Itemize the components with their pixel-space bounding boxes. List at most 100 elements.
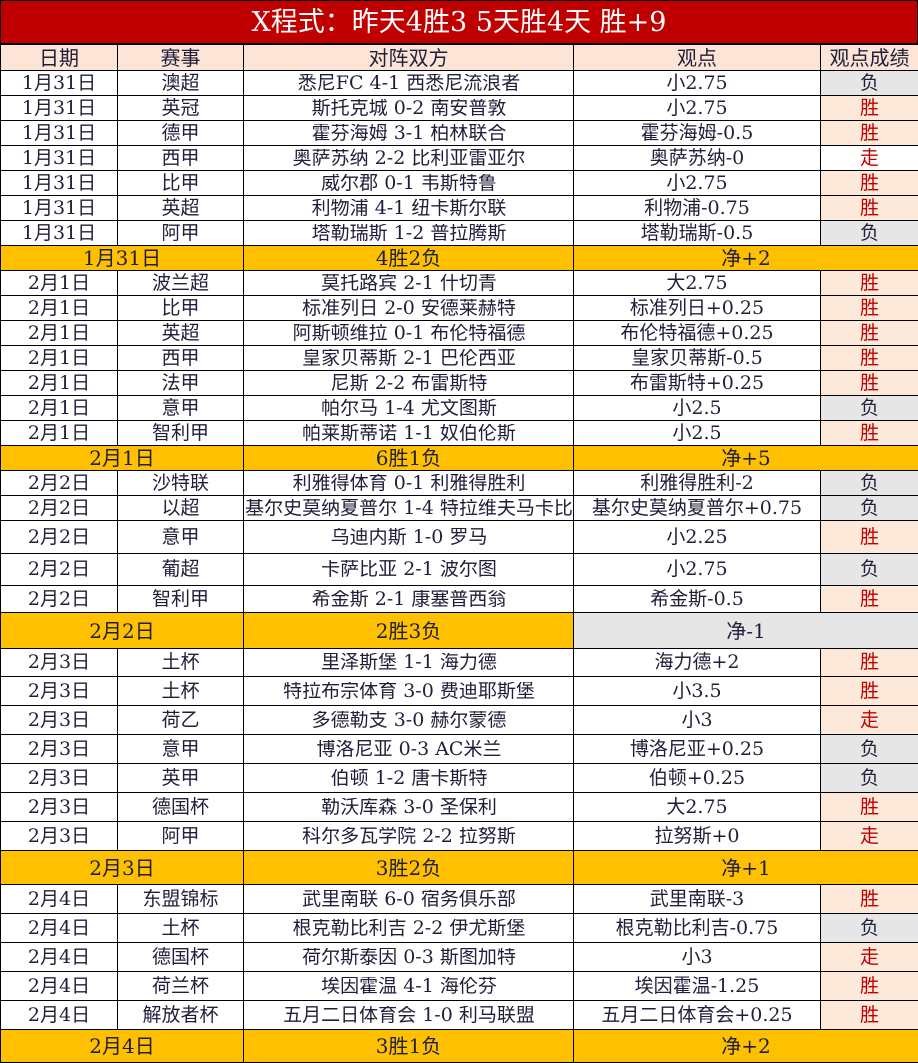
- cell-result: 胜: [821, 371, 918, 396]
- cell-result: 胜: [821, 346, 918, 371]
- cell-result: 负: [821, 764, 918, 793]
- cell-result: 负: [821, 471, 918, 496]
- cell-league: 意甲: [118, 521, 244, 554]
- cell-match: 奥萨苏纳 2-2 比利亚雷亚尔: [244, 146, 574, 171]
- match-text: 乌迪内斯 1-0 罗马: [331, 528, 488, 547]
- cell-pick: 布雷斯特+0.25: [574, 371, 821, 396]
- cell-league: 沙特联: [118, 471, 244, 496]
- cell-match: 荷尔斯泰因 0-3 斯图加特: [244, 943, 574, 972]
- cell-pick: 小3.5: [574, 677, 821, 706]
- cell-pick: 五月二日体育会+0.25: [574, 1001, 821, 1030]
- cell-match: 利雅得体育 0-1 利雅得胜利: [244, 471, 574, 496]
- cell-date: 2月2日: [1, 554, 118, 586]
- cell-match: 乌迪内斯 1-0 罗马: [244, 521, 574, 554]
- cell-league: 波兰超: [118, 271, 244, 296]
- cell-result: 走: [821, 706, 918, 735]
- cell-match: 利物浦 4-1 纽卡斯尔联: [244, 196, 574, 221]
- cell-pick: 奥萨苏纳-0: [574, 146, 821, 171]
- cell-pick: 小2.5: [574, 421, 821, 446]
- cell-league: 澳超: [118, 71, 244, 96]
- summary-record: 6胜1负: [244, 446, 574, 471]
- cell-league: 以超: [118, 496, 244, 521]
- cell-result: 胜: [821, 321, 918, 346]
- cell-result: 胜: [821, 521, 918, 554]
- match-text: 利雅得体育 0-1 利雅得胜利: [293, 474, 526, 493]
- cell-date: 2月1日: [1, 271, 118, 296]
- cell-pick: 利物浦-0.75: [574, 196, 821, 221]
- summary-record: 3胜2负: [244, 851, 574, 885]
- cell-match: 莫托路宾 2-1 什切青: [244, 271, 574, 296]
- cell-league: 葡超: [118, 554, 244, 586]
- match-text: 五月二日体育会 1-0 利马联盟: [283, 1006, 535, 1025]
- cell-match: 塔勒瑞斯 1-2 普拉腾斯: [244, 221, 574, 246]
- cell-league: 意甲: [118, 396, 244, 421]
- cell-match: 里泽斯堡 1-1 海力德: [244, 649, 574, 677]
- cell-pick: 小2.25: [574, 521, 821, 554]
- cell-date: 2月4日: [1, 1001, 118, 1030]
- match-text: 特拉布宗体育 3-0 费迪耶斯堡: [283, 682, 535, 701]
- cell-pick: 大2.75: [574, 793, 821, 822]
- cell-pick: 拉努斯+0: [574, 822, 821, 851]
- cell-result: 胜: [821, 421, 918, 446]
- cell-match: 帕莱斯蒂诺 1-1 奴伯伦斯: [244, 421, 574, 446]
- summary-net: 净+2: [574, 246, 918, 271]
- cell-match: 特拉布宗体育 3-0 费迪耶斯堡: [244, 677, 574, 706]
- match-text: 卡萨比亚 2-1 波尔图: [321, 560, 497, 579]
- summary-record: 3胜1负: [244, 1030, 574, 1063]
- cell-date: 2月3日: [1, 793, 118, 822]
- cell-match: 伯顿 1-2 唐卡斯特: [244, 764, 574, 793]
- match-text: 莫托路宾 2-1 什切青: [321, 274, 497, 293]
- cell-date: 2月2日: [1, 521, 118, 554]
- cell-pick: 利雅得胜利-2: [574, 471, 821, 496]
- match-text: 荷尔斯泰因 0-3 斯图加特: [302, 948, 516, 967]
- cell-date: 2月3日: [1, 822, 118, 851]
- summary-date: 2月4日: [1, 1030, 244, 1063]
- cell-pick: 皇家贝蒂斯-0.5: [574, 346, 821, 371]
- cell-result: 走: [821, 943, 918, 972]
- cell-result: 胜: [821, 586, 918, 613]
- cell-date: 2月3日: [1, 764, 118, 793]
- cell-result: 胜: [821, 121, 918, 146]
- cell-league: 意甲: [118, 735, 244, 764]
- cell-match: 威尔郡 0-1 韦斯特鲁: [244, 171, 574, 196]
- cell-pick: 海力德+2: [574, 649, 821, 677]
- summary-net: 净+1: [574, 851, 918, 885]
- cell-league: 西甲: [118, 146, 244, 171]
- cell-league: 阿甲: [118, 822, 244, 851]
- cell-pick: 希金斯-0.5: [574, 586, 821, 613]
- cell-date: 2月3日: [1, 735, 118, 764]
- cell-result: 胜: [821, 1001, 918, 1030]
- cell-league: 土杯: [118, 914, 244, 943]
- cell-league: 智利甲: [118, 421, 244, 446]
- cell-pick: 伯顿+0.25: [574, 764, 821, 793]
- cell-league: 比甲: [118, 296, 244, 321]
- match-text: 塔勒瑞斯 1-2 普拉腾斯: [312, 224, 507, 243]
- cell-date: 1月31日: [1, 221, 118, 246]
- match-text: 帕莱斯蒂诺 1-1 奴伯伦斯: [302, 424, 516, 443]
- cell-date: 2月1日: [1, 346, 118, 371]
- cell-league: 英超: [118, 196, 244, 221]
- cell-date: 2月1日: [1, 296, 118, 321]
- cell-pick: 霍芬海姆-0.5: [574, 121, 821, 146]
- cell-league: 解放者杯: [118, 1001, 244, 1030]
- cell-league: 阿甲: [118, 221, 244, 246]
- cell-match: 帕尔马 1-4 尤文图斯: [244, 396, 574, 421]
- cell-league: 西甲: [118, 346, 244, 371]
- match-text: 武里南联 6-0 宿务俱乐部: [302, 890, 516, 909]
- cell-league: 德甲: [118, 121, 244, 146]
- sheet-title: X程式：昨天4胜3 5天胜4天 胜+9: [0, 0, 918, 44]
